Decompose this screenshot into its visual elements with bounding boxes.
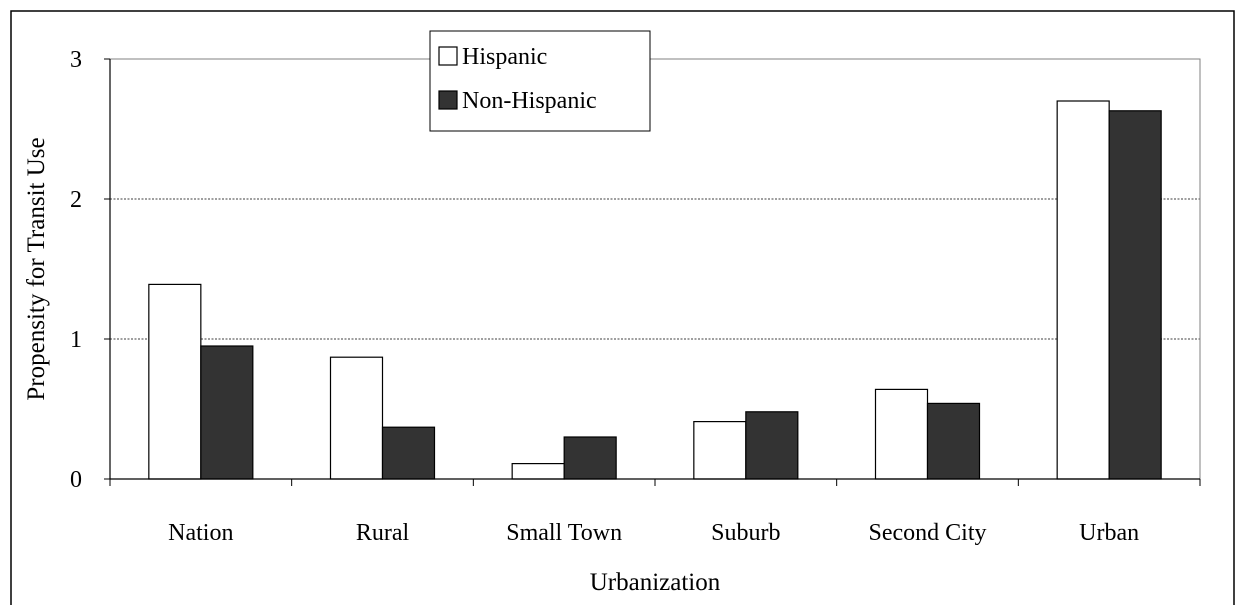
x-tick-label: Small Town <box>506 520 622 546</box>
bars <box>148 100 1162 480</box>
x-tick-label: Second City <box>869 520 987 546</box>
bar-non-hispanic <box>381 426 436 480</box>
legend-swatch <box>438 90 458 110</box>
bar-hispanic <box>511 463 565 480</box>
bar-hispanic <box>874 388 929 480</box>
bar-non-hispanic <box>1108 110 1162 480</box>
y-tick-label: 3 <box>70 47 82 73</box>
y-tick-label: 2 <box>70 187 82 213</box>
legend-label: Hispanic <box>462 44 547 70</box>
legend: Hispanic Non-Hispanic <box>429 30 651 132</box>
bar-hispanic <box>1056 100 1110 480</box>
x-tick-label: Urban <box>1079 520 1139 546</box>
bar-non-hispanic <box>563 436 617 480</box>
bar-non-hispanic <box>200 345 254 480</box>
gridlines <box>110 198 1200 340</box>
x-tick-label: Suburb <box>711 520 780 546</box>
x-tick-label: Nation <box>168 520 233 546</box>
bar-non-hispanic <box>745 411 799 480</box>
x-axis-label: Urbanization <box>590 569 721 596</box>
legend-swatch <box>438 46 458 66</box>
legend-label: Non-Hispanic <box>462 88 597 114</box>
y-tick-label: 1 <box>70 327 82 353</box>
y-tick-label: 0 <box>70 467 82 493</box>
tick-labels: 0 1 2 3 Nation Rural Small Town Suburb Second Ci… <box>70 47 1139 546</box>
y-axis-label: Propensity for Transit Use <box>23 137 50 400</box>
bar-non-hispanic <box>926 402 981 480</box>
axes <box>104 58 1201 486</box>
legend-box <box>429 30 651 132</box>
x-tick-label: Rural <box>356 520 410 546</box>
bar-hispanic <box>693 421 747 480</box>
bar-hispanic <box>148 283 202 480</box>
bar-hispanic <box>329 356 384 480</box>
